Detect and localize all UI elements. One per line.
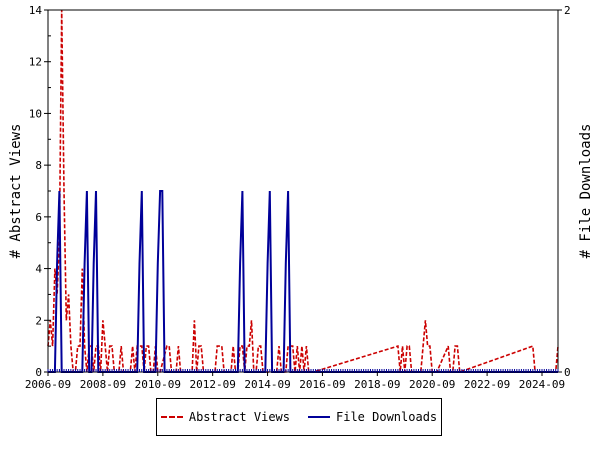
x-tick-label: 2018-09 — [354, 378, 400, 391]
x-tick-label: 2020-09 — [409, 378, 455, 391]
y-right-tick-label: 2 — [564, 4, 571, 17]
legend-label: Abstract Views — [188, 410, 290, 424]
legend: Abstract Views File Downloads — [156, 398, 442, 436]
y-left-tick-label: 2 — [35, 314, 42, 327]
x-tick-label: 2012-09 — [189, 378, 235, 391]
y-right-axis-title: # File Downloads — [578, 124, 594, 259]
x-tick-label: 2016-09 — [299, 378, 345, 391]
plot-marks — [47, 9, 559, 374]
y-left-tick-label: 10 — [29, 107, 42, 120]
y-left-tick-label: 0 — [35, 366, 42, 379]
y-right-tick-label: 0 — [564, 366, 571, 379]
legend-item-abstract-views: Abstract Views — [160, 410, 290, 424]
legend-item-file-downloads: File Downloads — [308, 410, 437, 424]
y-left-tick-label: 8 — [35, 159, 42, 172]
x-tick-label: 2022-09 — [464, 378, 510, 391]
x-tick-label: 2008-09 — [80, 378, 126, 391]
legend-label: File Downloads — [336, 410, 438, 424]
x-tick-label: 2006-09 — [25, 378, 71, 391]
x-tick-label: 2014-09 — [244, 378, 290, 391]
legend-swatch-dashed-red — [160, 416, 183, 418]
series-line-file-downloads — [48, 190, 558, 373]
y-right-axis: 02 — [558, 4, 571, 379]
x-tick-label: 2010-09 — [135, 378, 181, 391]
legend-swatch-solid-blue — [308, 416, 330, 418]
x-tick-label: 2024-09 — [519, 378, 565, 391]
y-left-tick-label: 14 — [29, 4, 43, 17]
y-left-axis: 0 2 4 6 8 10 12 14 — [29, 4, 51, 379]
y-left-tick-label: 6 — [35, 211, 42, 224]
plot-frame — [47, 9, 559, 373]
y-left-tick-label: 12 — [29, 56, 42, 69]
x-axis: 2006-09 2008-09 2010-09 2012-09 2014-09 2016-… — [25, 369, 565, 391]
y-left-axis-title: # Abstract Views — [8, 124, 24, 259]
series-line-abstract-views — [47, 9, 559, 374]
y-left-tick-label: 4 — [35, 263, 42, 276]
